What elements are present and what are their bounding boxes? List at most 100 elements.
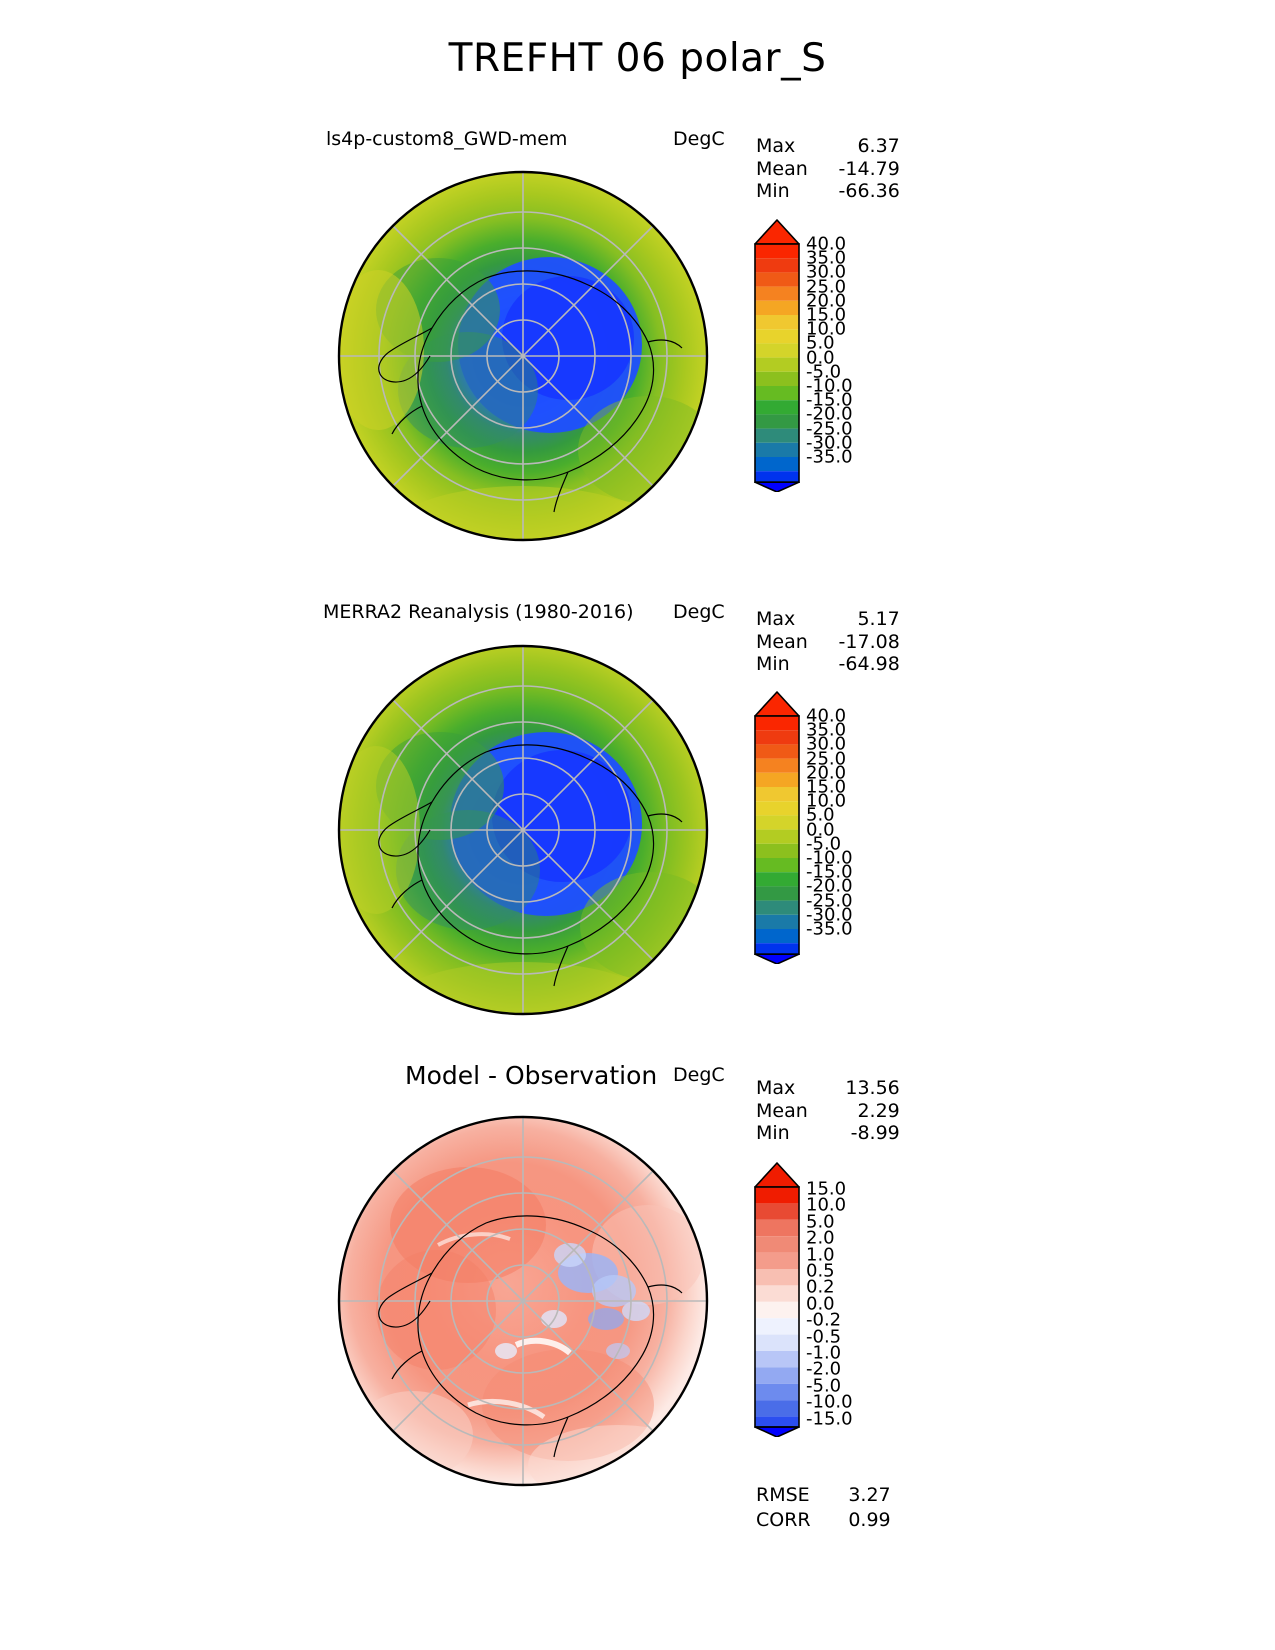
cbar-tick: -25.0 bbox=[806, 890, 853, 912]
cbar-tick: -20.0 bbox=[806, 403, 853, 425]
cbar-tick: -10.0 bbox=[806, 375, 853, 397]
colorbar-body bbox=[754, 691, 800, 965]
graticule bbox=[339, 172, 707, 540]
map-outline bbox=[337, 1115, 709, 1487]
cbar-tick: 1.0 bbox=[806, 1244, 835, 1266]
cbar-tick: 20.0 bbox=[806, 290, 847, 312]
cbar-tick: 5.0 bbox=[806, 332, 835, 354]
cbar-tick: 10.0 bbox=[806, 1194, 847, 1216]
cbar-tick: -0.5 bbox=[806, 1326, 842, 1348]
panel-2-header: MERRA2 Reanalysis (1980-2016) bbox=[323, 601, 634, 623]
cbar-tick: -5.0 bbox=[806, 361, 842, 383]
polar-map-difference bbox=[318, 1105, 728, 1505]
stat-value: -64.98 bbox=[838, 653, 900, 675]
cbar-tick: -0.2 bbox=[806, 1309, 842, 1331]
stat-label: Min bbox=[756, 180, 790, 202]
footer-stat-row: CORR 0.99 bbox=[756, 1509, 891, 1532]
cbar-tick: 30.0 bbox=[806, 261, 847, 283]
colorbar-svg bbox=[754, 691, 800, 965]
cbar-tick: 35.0 bbox=[806, 247, 847, 269]
cbar-tick: -30.0 bbox=[806, 904, 853, 926]
panel-3-units: DegC bbox=[673, 1064, 725, 1086]
stat-label: Max bbox=[756, 1077, 796, 1099]
stat-label: Min bbox=[756, 653, 790, 675]
map-outline bbox=[337, 644, 709, 1016]
cbar-tick: 0.0 bbox=[806, 819, 835, 841]
colorbar-svg bbox=[754, 219, 800, 493]
cbar-tick: 25.0 bbox=[806, 276, 847, 298]
cbar-tick: -10.0 bbox=[806, 847, 853, 869]
cbar-tick: 25.0 bbox=[806, 748, 847, 770]
footer-stat-label: RMSE bbox=[756, 1484, 810, 1506]
coastline bbox=[378, 744, 683, 987]
cbar-tick: 10.0 bbox=[806, 790, 847, 812]
cbar-tick: -15.0 bbox=[806, 389, 853, 411]
stat-row: Mean -17.08 bbox=[756, 631, 900, 654]
stat-value: 2.29 bbox=[857, 1099, 900, 1122]
cbar-tick: -30.0 bbox=[806, 432, 853, 454]
stat-row: Min -64.98 bbox=[756, 653, 900, 676]
page-title: TREFHT 06 polar_S bbox=[448, 36, 827, 81]
stat-label: Max bbox=[756, 135, 796, 157]
cbar-tick: -15.0 bbox=[806, 861, 853, 883]
stat-label: Max bbox=[756, 608, 796, 630]
polar-map-model bbox=[318, 160, 728, 560]
stat-row: Min -8.99 bbox=[756, 1122, 900, 1145]
coastline bbox=[378, 1215, 683, 1458]
footer-stat-value: 0.99 bbox=[848, 1509, 891, 1531]
cbar-tick: 0.0 bbox=[806, 1293, 835, 1315]
cbar-tick: 20.0 bbox=[806, 762, 847, 784]
footer-stat-label: CORR bbox=[756, 1509, 811, 1531]
cbar-tick: -10.0 bbox=[806, 1391, 853, 1413]
stat-row: Max 5.17 bbox=[756, 608, 900, 631]
colorbar-panel-2: 40.0 35.0 30.0 25.0 20.0 15.0 10.0 5.0 0… bbox=[746, 686, 916, 968]
panel-2-units: DegC bbox=[673, 601, 725, 623]
graticule bbox=[339, 1117, 707, 1485]
map-outline bbox=[337, 170, 709, 542]
colorbar-body bbox=[754, 1162, 800, 1438]
coastline bbox=[378, 270, 683, 513]
cbar-tick: 0.0 bbox=[806, 347, 835, 369]
panel-3-stats: Max 13.56 Mean 2.29 Min -8.99 bbox=[756, 1077, 900, 1145]
panel-1-units: DegC bbox=[673, 128, 725, 150]
stat-value: -14.79 bbox=[838, 157, 900, 180]
cbar-tick: -20.0 bbox=[806, 875, 853, 897]
colorbar-panel-1: 40.0 35.0 30.0 25.0 20.0 15.0 10.0 5.0 0… bbox=[746, 214, 916, 496]
stat-value: -17.08 bbox=[838, 630, 900, 653]
cbar-tick: -1.0 bbox=[806, 1342, 842, 1364]
cbar-tick: 0.5 bbox=[806, 1260, 835, 1282]
stat-label: Mean bbox=[756, 630, 808, 653]
stat-value: 5.17 bbox=[857, 608, 900, 630]
panel-1-header: ls4p-custom8_GWD-mem bbox=[326, 128, 568, 150]
polar-map-observation bbox=[318, 634, 728, 1034]
cbar-tick: 15.0 bbox=[806, 776, 847, 798]
stat-row: Mean -14.79 bbox=[756, 158, 900, 181]
cbar-tick: -2.0 bbox=[806, 1358, 842, 1380]
cbar-tick: 5.0 bbox=[806, 804, 835, 826]
cbar-tick: 40.0 bbox=[806, 233, 847, 255]
stat-row: Mean 2.29 bbox=[756, 1100, 900, 1123]
polar-map-svg bbox=[337, 644, 709, 1016]
cbar-tick: -5.0 bbox=[806, 1375, 842, 1397]
colorbar-panel-3: 15.0 10.0 5.0 2.0 1.0 0.5 0.2 0.0 -0.2 -… bbox=[746, 1157, 916, 1441]
stat-row: Max 6.37 bbox=[756, 135, 900, 158]
cbar-tick: 35.0 bbox=[806, 719, 847, 741]
cbar-tick: -35.0 bbox=[806, 918, 853, 940]
cbar-tick: 0.2 bbox=[806, 1276, 835, 1298]
stat-value: 6.37 bbox=[857, 135, 900, 157]
cbar-tick: 10.0 bbox=[806, 318, 847, 340]
panel-2-stats: Max 5.17 Mean -17.08 Min -64.98 bbox=[756, 608, 900, 676]
polar-map-svg bbox=[337, 170, 709, 542]
cbar-tick: -35.0 bbox=[806, 446, 853, 468]
cbar-tick: 40.0 bbox=[806, 705, 847, 727]
cbar-tick: -15.0 bbox=[806, 1408, 853, 1430]
footer-stat-value: 3.27 bbox=[848, 1484, 891, 1506]
colorbar-body bbox=[754, 219, 800, 493]
colorbar-svg bbox=[754, 1162, 800, 1438]
polar-map-svg bbox=[337, 1115, 709, 1487]
stat-value: -8.99 bbox=[850, 1122, 900, 1144]
cbar-tick: -25.0 bbox=[806, 418, 853, 440]
panel-3-header: Model - Observation bbox=[405, 1061, 658, 1090]
cbar-tick: 15.0 bbox=[806, 304, 847, 326]
footer-stat-row: RMSE 3.27 bbox=[756, 1484, 891, 1507]
